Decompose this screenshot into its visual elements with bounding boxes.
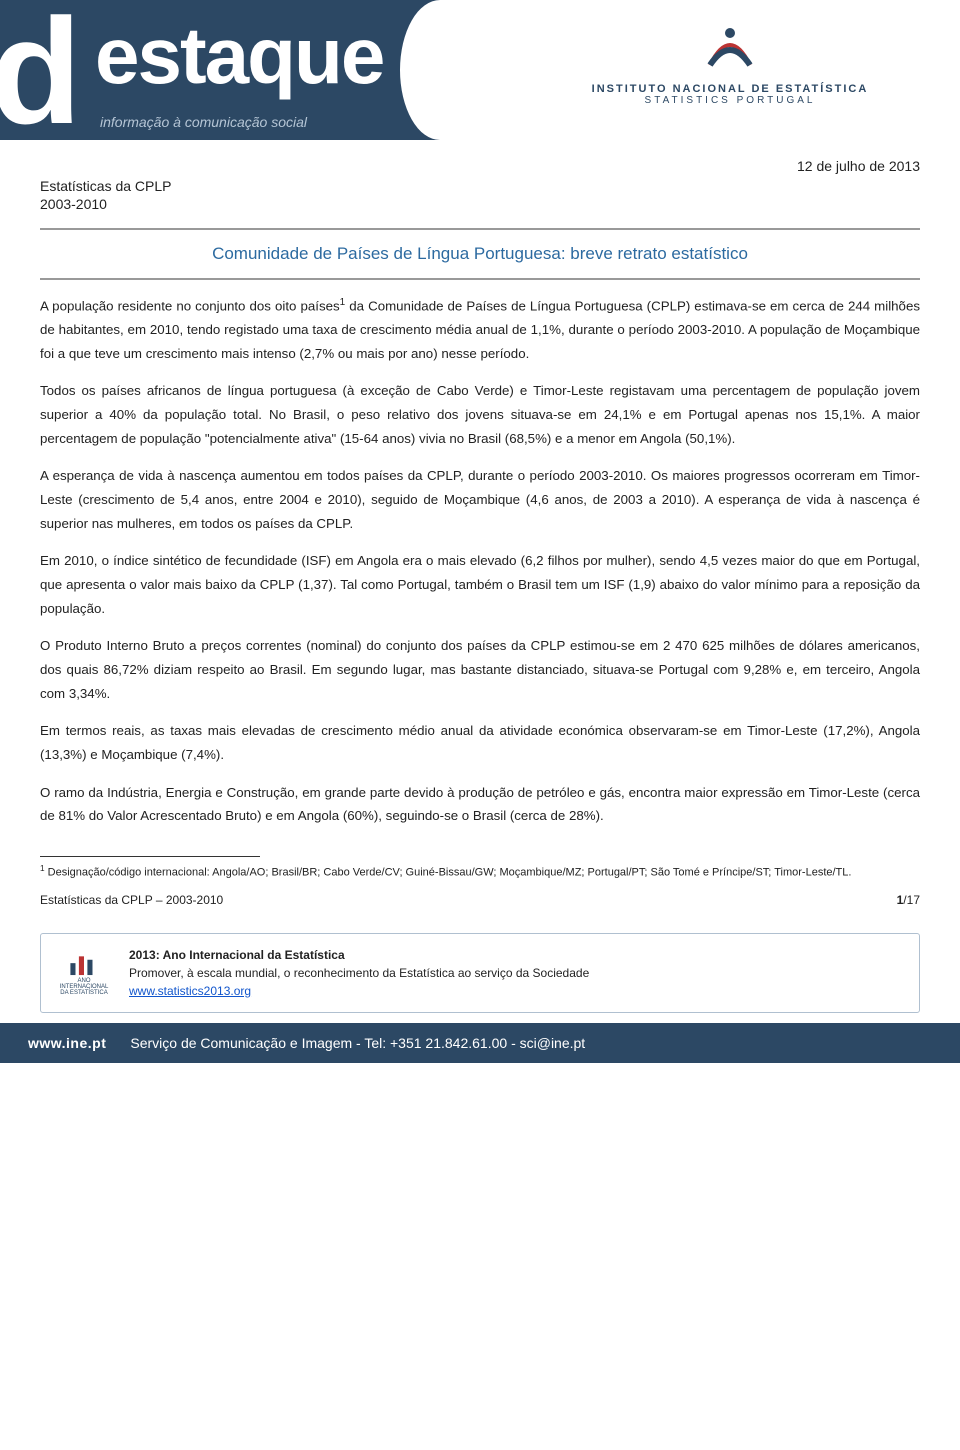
paragraph-5: O Produto Interno Bruto a preços corrent… [40, 634, 920, 705]
ine-logo-block: INSTITUTO NACIONAL DE ESTATÍSTICA STATIS… [500, 0, 960, 140]
paragraph-1: A população residente no conjunto dos oi… [40, 294, 920, 365]
stats2013-caption2: DA ESTATÍSTICA [60, 990, 107, 996]
header-banner: d estaque informação à comunicação socia… [0, 0, 960, 140]
page-body: 12 de julho de 2013 Estatísticas da CPLP… [0, 140, 960, 933]
bottom-bar: www.ine.pt Serviço de Comunicação e Imag… [0, 1023, 960, 1063]
footer-subheading: Promover, à escala mundial, o reconhecim… [129, 964, 589, 982]
footer-text-block: 2013: Ano Internacional da Estatística P… [129, 946, 589, 1000]
stats2013-logo: ANO INTERNACIONAL DA ESTATÍSTICA [55, 944, 113, 1002]
pager-total: 17 [907, 893, 920, 907]
footer-link[interactable]: www.statistics2013.org [129, 984, 251, 998]
footer-heading: 2013: Ano Internacional da Estatística [129, 946, 589, 964]
paragraph-6: Em termos reais, as taxas mais elevadas … [40, 719, 920, 766]
ine-icon [700, 15, 760, 75]
rule-bottom [40, 278, 920, 280]
publish-date: 12 de julho de 2013 [40, 158, 920, 174]
footnote-rule [40, 856, 260, 857]
paragraph-2: Todos os países africanos de língua port… [40, 379, 920, 450]
main-title: Comunidade de Países de Língua Portugues… [40, 244, 920, 264]
doc-period: 2003-2010 [40, 196, 920, 212]
ine-subname: STATISTICS PORTUGAL [500, 95, 960, 106]
brand-d: d [0, 0, 74, 140]
footnote-1: 1 Designação/código internacional: Angol… [40, 863, 920, 881]
footer-callout: ANO INTERNACIONAL DA ESTATÍSTICA 2013: A… [40, 933, 920, 1013]
ine-name: INSTITUTO NACIONAL DE ESTATÍSTICA [500, 83, 960, 95]
pager-current: 1 [897, 893, 904, 907]
paragraph-4: Em 2010, o índice sintético de fecundida… [40, 549, 920, 620]
stats2013-caption1: ANO INTERNACIONAL [55, 978, 113, 990]
brand-rest: estaque [95, 10, 383, 102]
brand-tagline: informação à comunicação social [100, 114, 307, 130]
pager-right: 1/17 [897, 893, 920, 907]
site-url: www.ine.pt [28, 1035, 106, 1051]
paragraph-7: O ramo da Indústria, Energia e Construçã… [40, 781, 920, 828]
contact-info: Serviço de Comunicação e Imagem - Tel: +… [130, 1035, 585, 1051]
paragraph-3: A esperança de vida à nascença aumentou … [40, 464, 920, 535]
pager-left: Estatísticas da CPLP – 2003-2010 [40, 893, 223, 907]
footnote-text: Designação/código internacional: Angola/… [45, 867, 852, 879]
rule-top [40, 228, 920, 230]
doc-subject: Estatísticas da CPLP [40, 178, 920, 194]
p1-text-a: A população residente no conjunto dos oi… [40, 298, 340, 313]
pager: Estatísticas da CPLP – 2003-2010 1/17 [40, 893, 920, 907]
